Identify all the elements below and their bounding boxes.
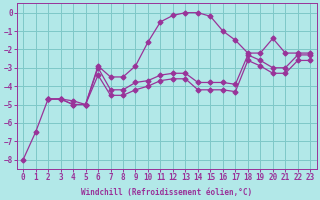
X-axis label: Windchill (Refroidissement éolien,°C): Windchill (Refroidissement éolien,°C) xyxy=(81,188,252,197)
